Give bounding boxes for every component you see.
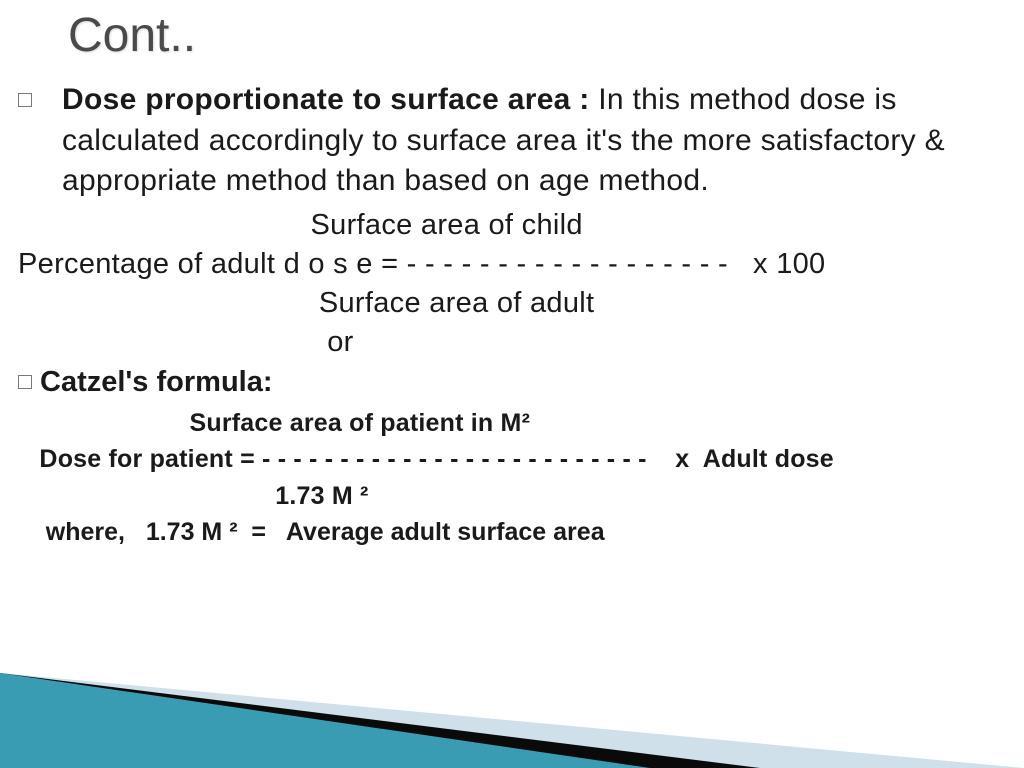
bullet-marker-2 — [18, 366, 40, 399]
formula1-denominator: Surface area of adult — [18, 284, 1004, 323]
bullet-2: Catzel's formula: — [18, 366, 1004, 399]
catzel-numerator: Surface area of patient in M² — [18, 405, 1004, 441]
formula1-line: Percentage of adult d o s e = - - - - - … — [18, 245, 1004, 284]
formula1-numerator: Surface area of child — [18, 206, 1004, 245]
catzel-line: Dose for patient = - - - - - - - - - - -… — [18, 441, 1004, 477]
catzel-heading: Catzel's formula: — [40, 366, 273, 398]
catzel-denominator: 1.73 M ² — [18, 478, 1004, 514]
slide-title: Cont.. — [68, 8, 196, 63]
bullet-marker — [18, 80, 40, 121]
decor-triangle-teal — [0, 673, 650, 768]
catzel-where: where, 1.73 M ² = Average adult surface … — [18, 518, 1004, 547]
bullet-1-lead: Dose proportionate to surface area : — [62, 83, 598, 116]
bullet-1: Dose proportionate to surface area : In … — [18, 80, 1004, 202]
slide-body: Dose proportionate to surface area : In … — [18, 80, 1004, 547]
formula1-or: or — [18, 323, 1004, 362]
